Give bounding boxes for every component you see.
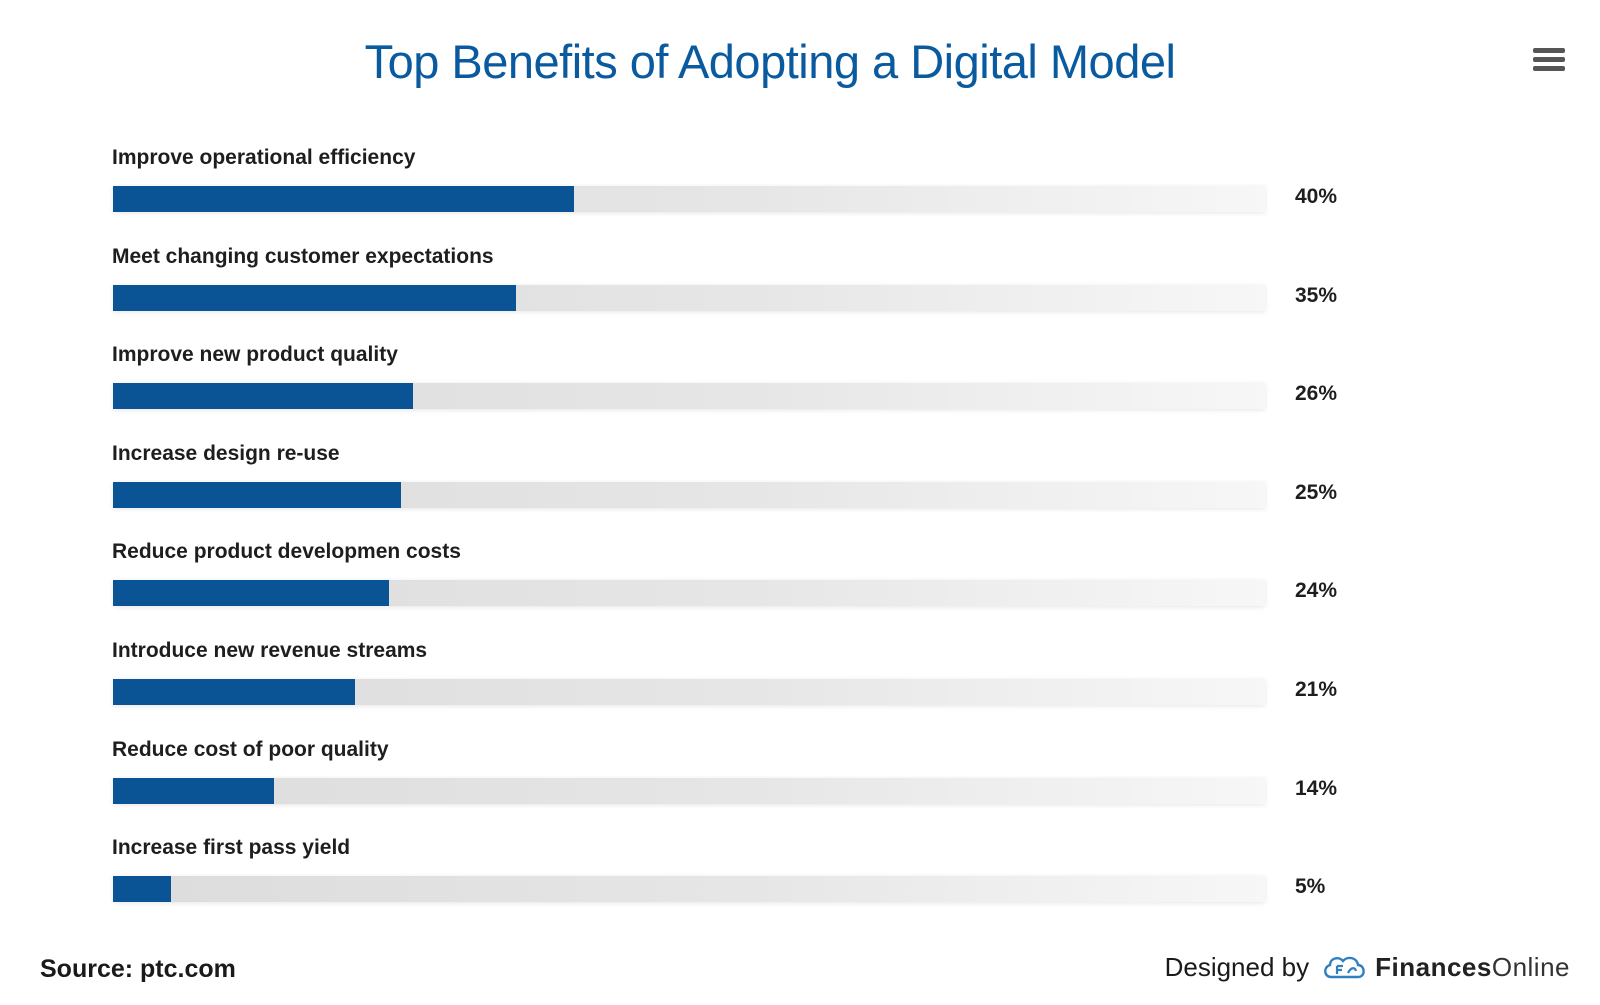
bar-value-label: 26% [1295, 382, 1338, 406]
bar [113, 777, 275, 804]
bar-track [113, 284, 1265, 311]
source-label: Source: ptc.com [40, 955, 236, 983]
bar-value-label: 40% [1295, 185, 1338, 208]
bar-value-label: 21% [1295, 678, 1338, 701]
bar-track [113, 777, 1265, 804]
bar-value-label: 25% [1295, 480, 1338, 504]
bar [113, 186, 574, 212]
bar-track [113, 383, 1265, 410]
designer-credit: Designed by Finances Online [1165, 952, 1570, 983]
bar [113, 481, 401, 508]
bar-chart: Improve operational efficiency 40% Meet ch… [112, 146, 1338, 903]
bar [113, 679, 355, 705]
bar-track [113, 481, 1265, 508]
brand-name-light: Online [1491, 952, 1570, 982]
bar [113, 876, 171, 903]
bar-label: Reduce cost of poor quality [112, 737, 389, 761]
cloud-logo-icon [1324, 956, 1365, 978]
bar-label: Increase first pass yield [112, 836, 351, 860]
bar [113, 580, 390, 607]
brand-logo: Finances Online [1321, 952, 1570, 983]
bar-label: Reduce product developmen costs [112, 540, 461, 564]
bar-track [113, 580, 1265, 607]
bar [113, 284, 517, 311]
bar-label: Increase design re-use [112, 441, 340, 465]
bar [113, 383, 413, 410]
bar-track [113, 876, 1265, 903]
bar-value-label: 14% [1295, 776, 1338, 800]
bar-label: Improve new product quality [112, 343, 398, 367]
bar-label: Introduce new revenue streams [112, 639, 428, 662]
bar-label: Meet changing customer expectations [112, 244, 494, 268]
bar-track [113, 679, 1265, 705]
bar-track [113, 186, 1265, 212]
bar-value-label: 24% [1295, 579, 1338, 603]
brand-name-strong: Finances [1375, 952, 1492, 982]
bar-value-label: 5% [1295, 875, 1326, 899]
hamburger-menu-icon[interactable] [1533, 48, 1565, 76]
chart-title: Top Benefits of Adopting a Digital Model [364, 35, 1176, 88]
designed-by-text: Designed by [1164, 952, 1310, 982]
bar-value-label: 35% [1295, 283, 1338, 307]
bar-label: Improve operational efficiency [112, 146, 416, 169]
